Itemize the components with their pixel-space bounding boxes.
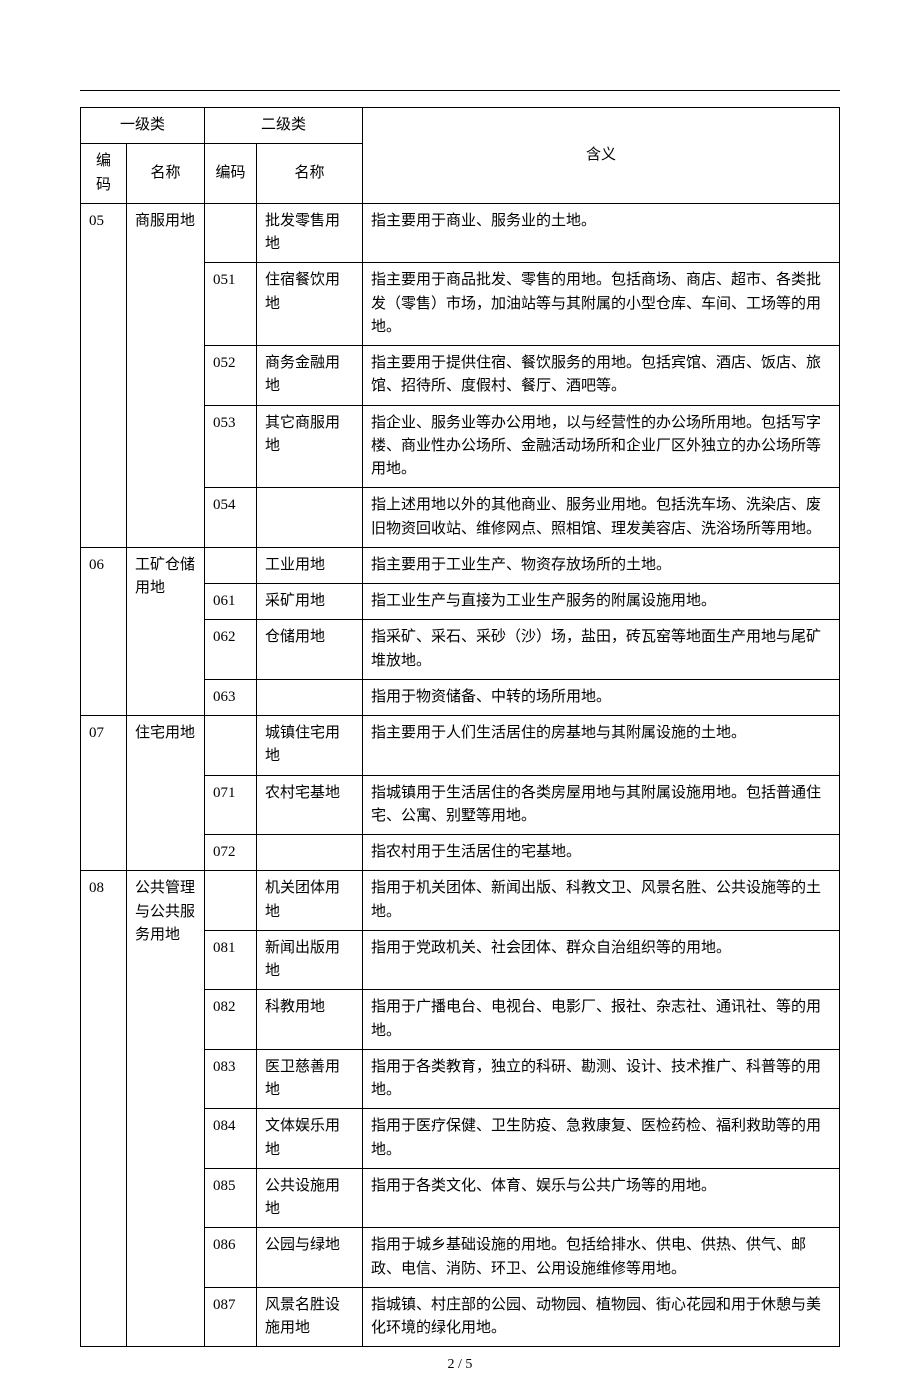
level2-name: 仓储用地 <box>257 620 363 680</box>
meaning-cell: 指主要用于工业生产、物资存放场所的土地。 <box>363 547 840 583</box>
level2-code: 071 <box>205 775 257 835</box>
land-classification-table: 一级类 二级类 含义 编码 名称 编码 名称 05商服用地批发零售用地指主要用于… <box>80 107 840 1347</box>
level1-name: 公共管理与公共服务用地 <box>127 871 205 1347</box>
meaning-cell: 指主要用于提供住宿、餐饮服务的用地。包括宾馆、酒店、饭店、旅馆、招待所、度假村、… <box>363 346 840 406</box>
level2-name: 商务金融用地 <box>257 346 363 406</box>
level2-code: 072 <box>205 835 257 871</box>
table-body: 05商服用地批发零售用地指主要用于商业、服务业的土地。051住宿餐饮用地指主要用… <box>81 203 840 1347</box>
level2-code <box>205 871 257 931</box>
header-meaning: 含义 <box>363 108 840 204</box>
level1-name: 住宅用地 <box>127 716 205 871</box>
level2-name: 批发零售用地 <box>257 203 363 263</box>
level2-name: 文体娱乐用地 <box>257 1109 363 1169</box>
level2-code <box>205 716 257 776</box>
level2-name <box>257 679 363 715</box>
header-level1: 一级类 <box>81 108 205 144</box>
table-row: 05商服用地批发零售用地指主要用于商业、服务业的土地。 <box>81 203 840 263</box>
level2-name: 公园与绿地 <box>257 1228 363 1288</box>
level2-code: 054 <box>205 488 257 548</box>
level1-name: 商服用地 <box>127 203 205 547</box>
table-row: 07住宅用地城镇住宅用地指主要用于人们生活居住的房基地与其附属设施的土地。 <box>81 716 840 776</box>
header-code1: 编码 <box>81 144 127 204</box>
page-number: 2 / 5 <box>80 1357 840 1373</box>
level2-name: 采矿用地 <box>257 584 363 620</box>
level2-name: 公共设施用地 <box>257 1168 363 1228</box>
document-page: 一级类 二级类 含义 编码 名称 编码 名称 05商服用地批发零售用地指主要用于… <box>80 90 840 1373</box>
header-name1: 名称 <box>127 144 205 204</box>
meaning-cell: 指农村用于生活居住的宅基地。 <box>363 835 840 871</box>
meaning-cell: 指用于医疗保健、卫生防疫、急救康复、医检药检、福利救助等的用地。 <box>363 1109 840 1169</box>
meaning-cell: 指主要用于人们生活居住的房基地与其附属设施的土地。 <box>363 716 840 776</box>
meaning-cell: 指用于党政机关、社会团体、群众自治组织等的用地。 <box>363 930 840 990</box>
table-row: 08公共管理与公共服务用地机关团体用地指用于机关团体、新闻出版、科教文卫、风景名… <box>81 871 840 931</box>
meaning-cell: 指用于物资储备、中转的场所用地。 <box>363 679 840 715</box>
level2-name: 新闻出版用地 <box>257 930 363 990</box>
meaning-cell: 指城镇、村庄部的公园、动物园、植物园、街心花园和用于休憩与美化环境的绿化用地。 <box>363 1287 840 1347</box>
level2-code <box>205 203 257 263</box>
level2-code: 062 <box>205 620 257 680</box>
level2-code: 052 <box>205 346 257 406</box>
level2-code: 081 <box>205 930 257 990</box>
level2-name: 风景名胜设施用地 <box>257 1287 363 1347</box>
level2-code: 082 <box>205 990 257 1050</box>
level2-name <box>257 488 363 548</box>
level2-code: 061 <box>205 584 257 620</box>
level2-code: 084 <box>205 1109 257 1169</box>
level2-name: 机关团体用地 <box>257 871 363 931</box>
level1-code: 06 <box>81 547 127 715</box>
header-rule <box>80 90 840 91</box>
level2-code <box>205 547 257 583</box>
meaning-cell: 指城镇用于生活居住的各类房屋用地与其附属设施用地。包括普通住宅、公寓、别墅等用地… <box>363 775 840 835</box>
level1-code: 08 <box>81 871 127 1347</box>
level2-code: 087 <box>205 1287 257 1347</box>
meaning-cell: 指主要用于商品批发、零售的用地。包括商场、商店、超市、各类批发（零售）市场，加油… <box>363 263 840 346</box>
meaning-cell: 指用于城乡基础设施的用地。包括给排水、供电、供热、供气、邮政、电信、消防、环卫、… <box>363 1228 840 1288</box>
level2-code: 085 <box>205 1168 257 1228</box>
level1-code: 05 <box>81 203 127 547</box>
level2-name: 农村宅基地 <box>257 775 363 835</box>
table-row: 06工矿仓储用地工业用地指主要用于工业生产、物资存放场所的土地。 <box>81 547 840 583</box>
level1-code: 07 <box>81 716 127 871</box>
meaning-cell: 指采矿、采石、采砂（沙）场，盐田，砖瓦窑等地面生产用地与尾矿堆放地。 <box>363 620 840 680</box>
level2-name: 医卫慈善用地 <box>257 1049 363 1109</box>
level2-name: 住宿餐饮用地 <box>257 263 363 346</box>
level2-code: 051 <box>205 263 257 346</box>
level2-name: 其它商服用地 <box>257 405 363 488</box>
level2-code: 083 <box>205 1049 257 1109</box>
meaning-cell: 指主要用于商业、服务业的土地。 <box>363 203 840 263</box>
meaning-cell: 指用于机关团体、新闻出版、科教文卫、风景名胜、公共设施等的土地。 <box>363 871 840 931</box>
meaning-cell: 指用于各类教育，独立的科研、勘测、设计、技术推广、科普等的用地。 <box>363 1049 840 1109</box>
meaning-cell: 指上述用地以外的其他商业、服务业用地。包括洗车场、洗染店、废旧物资回收站、维修网… <box>363 488 840 548</box>
meaning-cell: 指用于各类文化、体育、娱乐与公共广场等的用地。 <box>363 1168 840 1228</box>
level2-code: 086 <box>205 1228 257 1288</box>
header-level2: 二级类 <box>205 108 363 144</box>
level2-name: 科教用地 <box>257 990 363 1050</box>
level2-name: 工业用地 <box>257 547 363 583</box>
meaning-cell: 指企业、服务业等办公用地，以与经营性的办公场所用地。包括写字楼、商业性办公场所、… <box>363 405 840 488</box>
meaning-cell: 指工业生产与直接为工业生产服务的附属设施用地。 <box>363 584 840 620</box>
header-code2: 编码 <box>205 144 257 204</box>
meaning-cell: 指用于广播电台、电视台、电影厂、报社、杂志社、通讯社、等的用地。 <box>363 990 840 1050</box>
level2-name <box>257 835 363 871</box>
level2-code: 063 <box>205 679 257 715</box>
header-name2: 名称 <box>257 144 363 204</box>
level2-name: 城镇住宅用地 <box>257 716 363 776</box>
table-header: 一级类 二级类 含义 编码 名称 编码 名称 <box>81 108 840 204</box>
level2-code: 053 <box>205 405 257 488</box>
level1-name: 工矿仓储用地 <box>127 547 205 715</box>
